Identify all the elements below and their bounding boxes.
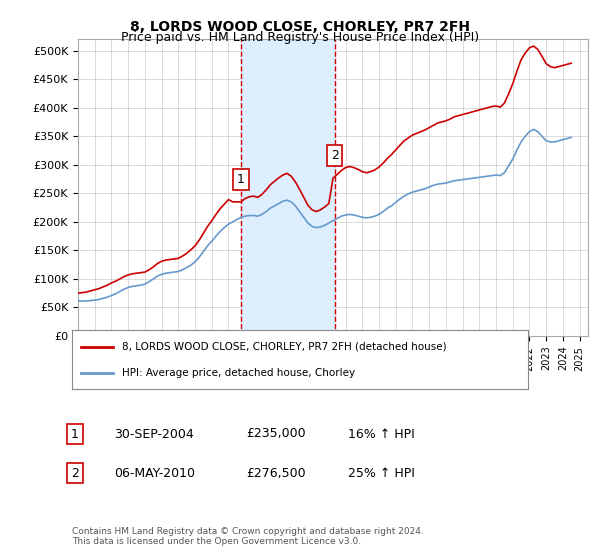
Text: 1: 1	[71, 427, 79, 441]
Text: 8, LORDS WOOD CLOSE, CHORLEY, PR7 2FH: 8, LORDS WOOD CLOSE, CHORLEY, PR7 2FH	[130, 20, 470, 34]
Text: £235,000: £235,000	[246, 427, 305, 441]
Text: 1: 1	[237, 173, 245, 186]
Text: 25% ↑ HPI: 25% ↑ HPI	[348, 466, 415, 480]
Text: 30-SEP-2004: 30-SEP-2004	[114, 427, 194, 441]
Text: £276,500: £276,500	[246, 466, 305, 480]
Text: Price paid vs. HM Land Registry's House Price Index (HPI): Price paid vs. HM Land Registry's House …	[121, 31, 479, 44]
Text: HPI: Average price, detached house, Chorley: HPI: Average price, detached house, Chor…	[122, 368, 355, 378]
Text: 2: 2	[331, 149, 338, 162]
Text: 06-MAY-2010: 06-MAY-2010	[114, 466, 195, 480]
Text: 8, LORDS WOOD CLOSE, CHORLEY, PR7 2FH (detached house): 8, LORDS WOOD CLOSE, CHORLEY, PR7 2FH (d…	[122, 342, 447, 352]
Bar	[241, 39, 335, 336]
Text: 2: 2	[71, 466, 79, 480]
Text: 16% ↑ HPI: 16% ↑ HPI	[348, 427, 415, 441]
Text: Contains HM Land Registry data © Crown copyright and database right 2024.
This d: Contains HM Land Registry data © Crown c…	[72, 526, 424, 546]
